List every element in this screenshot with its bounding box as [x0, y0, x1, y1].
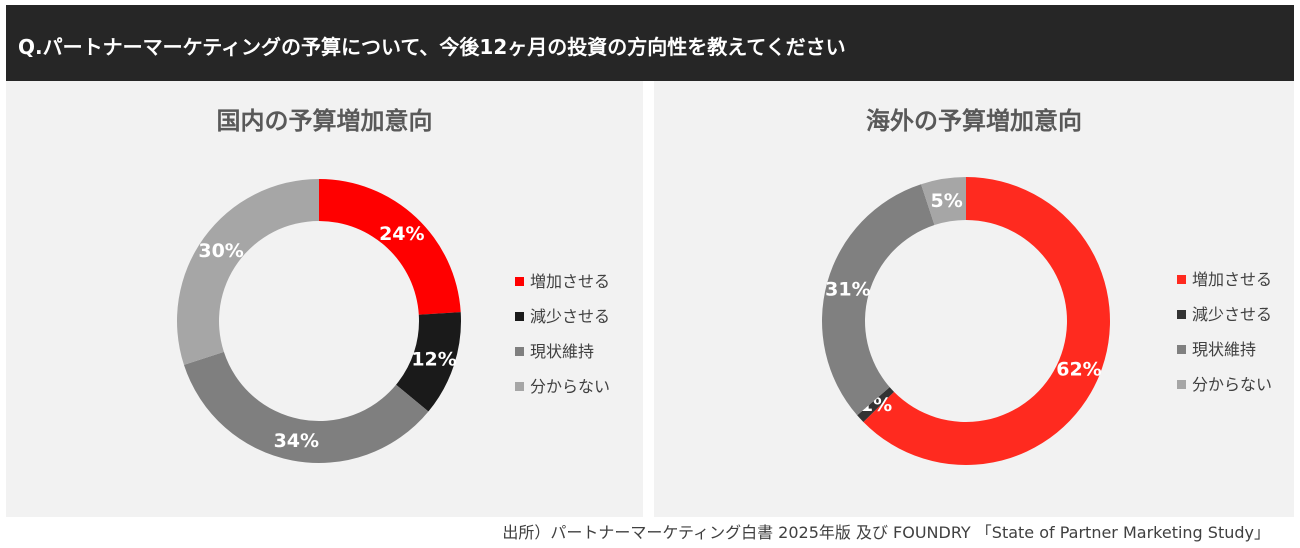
legend-item: 減少させる	[515, 307, 610, 327]
data-label: 24%	[379, 223, 424, 245]
legend-item: 減少させる	[1177, 305, 1272, 325]
legend-item: 増加させる	[1177, 270, 1272, 290]
legend-item: 現状維持	[515, 342, 594, 362]
donut-slice	[921, 177, 966, 226]
legend-swatch	[1177, 380, 1186, 389]
legend-swatch	[515, 277, 524, 286]
legend-label: 現状維持	[1192, 340, 1257, 359]
legend-label: 減少させる	[530, 307, 611, 326]
chart-title: 国内の予算増加意向	[216, 107, 433, 135]
donut-slice	[822, 184, 935, 416]
donut-slice	[177, 179, 319, 365]
question-text: Q.パートナーマーケティングの予算について、今後12ヶ月の投資の方向性を教えてく…	[18, 35, 846, 59]
overseas-donut-chart: 62%1%31%5%	[822, 177, 1110, 465]
donut-slice	[863, 177, 1110, 465]
legend-label: 減少させる	[1192, 305, 1273, 324]
legend-label: 増加させる	[530, 272, 611, 291]
legend-label: 分からない	[1192, 375, 1273, 394]
data-label: 30%	[198, 240, 243, 262]
legend-swatch	[1177, 310, 1186, 319]
domestic-donut-chart: 24% 12% 34% 30%	[177, 179, 461, 464]
legend-swatch	[1177, 275, 1186, 284]
data-label: 34%	[274, 430, 319, 452]
legend-swatch	[515, 312, 524, 321]
donut-slice	[319, 179, 461, 315]
chart-title: 海外の予算増加意向	[866, 107, 1082, 135]
legend-item: 分からない	[1177, 375, 1272, 395]
question-header: Q.パートナーマーケティングの予算について、今後12ヶ月の投資の方向性を教えてく…	[6, 5, 1294, 81]
legend-swatch	[1177, 345, 1186, 354]
data-label: 62%	[1056, 358, 1101, 380]
data-label: 12%	[411, 348, 456, 370]
legend-item: 現状維持	[1177, 340, 1256, 360]
legend-swatch	[515, 347, 524, 356]
source-note: 出所）パートナーマーケティング白書 2025年版 及び FOUNDRY 「Sta…	[502, 523, 1270, 542]
legend-label: 分からない	[530, 377, 611, 396]
donut-slice	[857, 387, 895, 423]
data-label: 5%	[931, 190, 963, 212]
legend-item: 分からない	[515, 377, 610, 397]
domestic-chart-panel: 国内の予算増加意向 24% 12% 34% 30% 増加させる減少させる現状維持分から…	[6, 81, 643, 517]
legend-swatch	[515, 382, 524, 391]
data-label: 31%	[825, 278, 870, 300]
legend-label: 増加させる	[1192, 270, 1273, 289]
donut-slice	[183, 351, 429, 464]
donut-slice	[396, 312, 461, 412]
legend-label: 現状維持	[530, 342, 595, 361]
legend-item: 増加させる	[515, 272, 610, 292]
overseas-chart-panel: 海外の予算増加意向 62% 1% 31% 5% 増加させる 減少させる 現状維持 分からない	[654, 81, 1294, 517]
